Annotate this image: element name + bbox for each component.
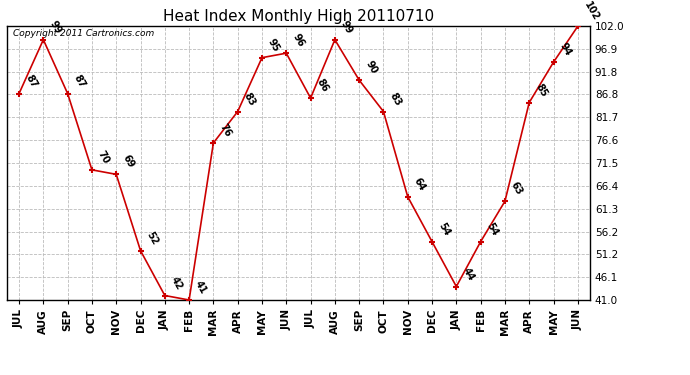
- Text: 94: 94: [558, 41, 573, 58]
- Text: 85: 85: [533, 82, 549, 98]
- Text: 87: 87: [72, 73, 87, 89]
- Text: 54: 54: [436, 221, 452, 237]
- Text: 42: 42: [169, 274, 184, 291]
- Text: 90: 90: [364, 59, 379, 76]
- Text: 83: 83: [388, 90, 403, 107]
- Text: 54: 54: [485, 221, 500, 237]
- Text: Copyright 2011 Cartronics.com: Copyright 2011 Cartronics.com: [12, 29, 154, 38]
- Text: 87: 87: [23, 73, 39, 89]
- Text: 99: 99: [339, 19, 355, 36]
- Text: 52: 52: [145, 230, 160, 246]
- Text: 63: 63: [509, 180, 524, 197]
- Text: 86: 86: [315, 77, 331, 94]
- Text: 76: 76: [217, 122, 233, 139]
- Text: 99: 99: [48, 19, 63, 36]
- Text: 69: 69: [120, 153, 136, 170]
- Text: 70: 70: [96, 149, 112, 166]
- Text: 102: 102: [582, 0, 601, 22]
- Title: Heat Index Monthly High 20110710: Heat Index Monthly High 20110710: [163, 9, 434, 24]
- Text: 64: 64: [412, 176, 427, 193]
- Text: 95: 95: [266, 37, 282, 54]
- Text: 83: 83: [242, 90, 257, 107]
- Text: 41: 41: [193, 279, 208, 296]
- Text: 96: 96: [290, 32, 306, 49]
- Text: 44: 44: [460, 266, 476, 282]
